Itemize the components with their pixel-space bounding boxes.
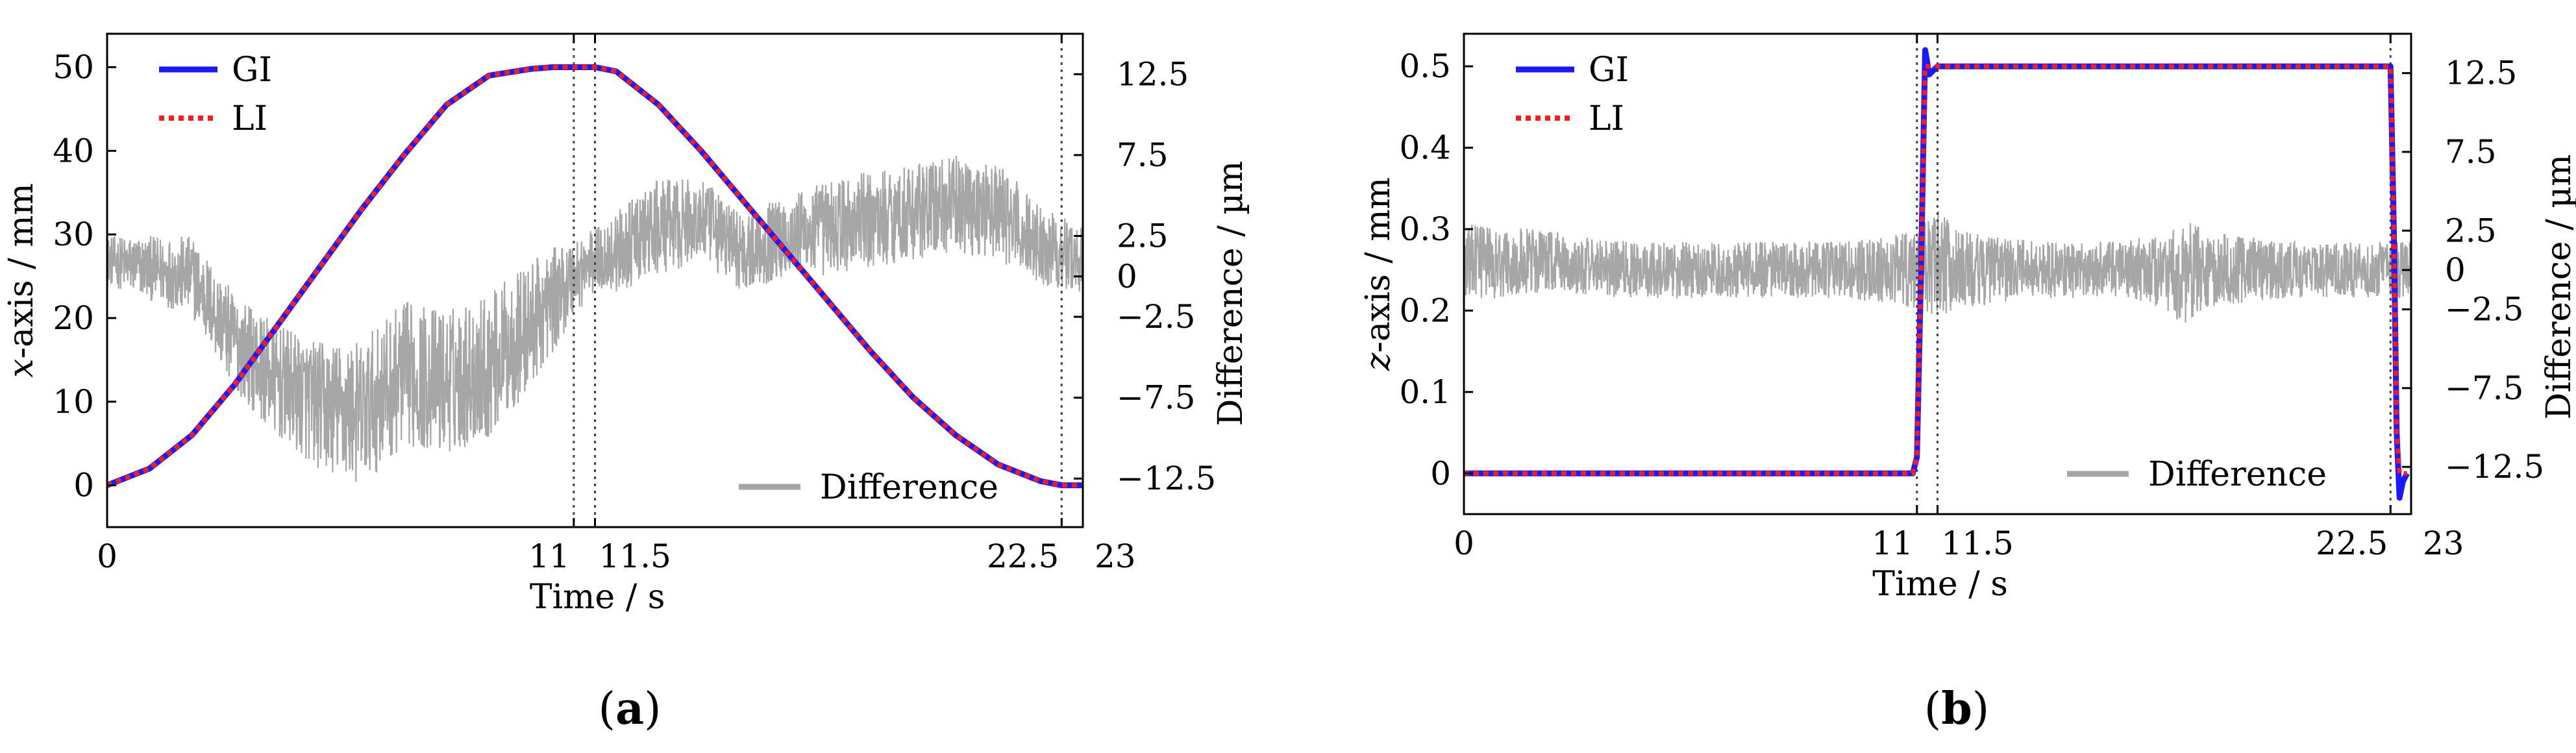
y-tick-label: 0.1: [1399, 373, 1451, 411]
y-tick-label: 0: [1430, 454, 1451, 492]
x-tick-label: 23: [1095, 537, 1136, 575]
y-axis-label-rest: -axis / mm: [1359, 177, 1398, 352]
y-axis-label: x-axis / mm: [2, 183, 41, 378]
y-tick-label: 40: [53, 132, 94, 169]
y2-axis-label: Difference / µm: [2540, 154, 2576, 420]
x-axis-label: Time / s: [530, 578, 665, 617]
y2-tick-label: −7.5: [1117, 379, 1195, 417]
y-tick-label: 0.2: [1399, 291, 1451, 329]
caption-b: (b): [1924, 683, 1990, 735]
y-axis-label-rest: -axis / mm: [2, 183, 41, 358]
y-axis-label-var: z: [1359, 352, 1398, 371]
x-tick-label: 0: [1454, 525, 1474, 562]
y2-tick-label: 12.5: [1117, 55, 1189, 93]
x-tick-label: 11: [528, 537, 570, 575]
caption-a-letter: a: [615, 683, 644, 735]
y2-tick-label: 12.5: [2445, 55, 2517, 92]
caption-a: (a): [598, 683, 661, 735]
legend-label-difference: Difference: [2148, 455, 2327, 494]
y-axis-label-var: x: [2, 359, 41, 378]
series-difference: [106, 155, 1084, 482]
y2-tick-label: −2.5: [1117, 298, 1195, 336]
legend-label-difference: Difference: [820, 468, 998, 507]
y2-tick-label: −12.5: [1117, 460, 1216, 497]
x-tick-label: 11.5: [599, 537, 671, 575]
x-tick-label: 11: [1872, 525, 1913, 562]
y-tick-label: 0.3: [1399, 210, 1451, 248]
y2-tick-label: −7.5: [2445, 369, 2523, 407]
y-tick-label: 30: [53, 216, 94, 253]
legend-label-gi: GI: [232, 51, 272, 90]
y2-tick-label: −2.5: [2445, 291, 2523, 328]
y2-axis-label: Difference / µm: [1211, 161, 1250, 426]
series-li: [106, 65, 1083, 488]
y2-tick-label: 0: [2445, 251, 2466, 289]
legend-label-gi: GI: [1589, 51, 1629, 90]
x-tick-label: 22.5: [2316, 525, 2388, 562]
y-tick-label: 0: [73, 467, 94, 504]
series-li: [1464, 64, 2407, 476]
x-tick-label: 22.5: [987, 537, 1059, 575]
x-tick-label: 0: [97, 537, 118, 575]
legend-label-li: LI: [1589, 99, 1624, 138]
caption-b-letter: b: [1941, 683, 1972, 735]
y2-tick-label: 0: [1117, 258, 1137, 295]
x-tick-label: 23: [2423, 525, 2464, 562]
x-tick-label: 11.5: [1942, 525, 2014, 562]
x-axis-label: Time / s: [1872, 565, 2008, 604]
y-tick-label: 50: [53, 49, 94, 86]
y2-tick-label: 2.5: [1117, 217, 1169, 254]
y2-tick-label: 7.5: [2445, 133, 2497, 171]
y2-tick-label: −12.5: [2445, 448, 2544, 486]
y2-tick-label: 7.5: [1117, 136, 1169, 174]
y2-tick-label: 2.5: [2445, 212, 2497, 249]
y-axis-label: z-axis / mm: [1359, 177, 1398, 371]
legend-label-li: LI: [232, 99, 267, 138]
y-tick-label: 20: [53, 299, 94, 337]
y-tick-label: 10: [53, 383, 94, 421]
y-tick-label: 0.4: [1399, 129, 1451, 167]
y-tick-label: 0.5: [1399, 47, 1451, 85]
